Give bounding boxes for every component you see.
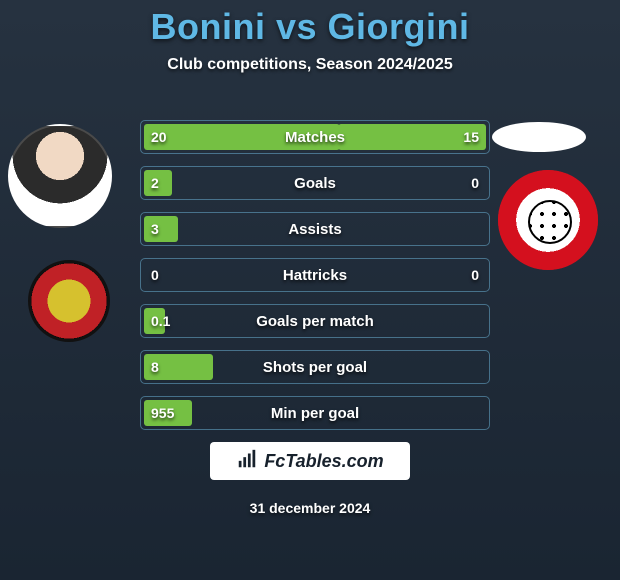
stat-row: Goals 2 0 [140,166,490,200]
page-title: Bonini vs Giorgini [0,6,620,48]
stat-value-left: 8 [151,359,159,375]
stat-value-right: 0 [471,267,479,283]
stat-value-right: 15 [463,129,479,145]
stat-value-left: 20 [151,129,167,145]
chart-bars-icon [236,448,258,475]
brand-badge: FcTables.com [210,442,410,480]
brand-text: FcTables.com [264,451,383,472]
stat-label: Goals [294,175,336,192]
stat-value-left: 3 [151,221,159,237]
player-left-avatar [8,124,112,228]
stat-label: Assists [288,221,341,238]
comparison-table: Matches2015Goals20Assists3Hattricks00Goa… [140,120,490,442]
stat-bar-left [144,216,178,242]
stat-value-left: 2 [151,175,159,191]
stat-row: Assists 3 [140,212,490,246]
club-left-badge [28,260,110,342]
stat-value-right: 0 [471,175,479,191]
club-right-badge [498,170,598,270]
stat-row: Matches 20 15 [140,120,490,154]
player-right-avatar [492,122,586,152]
stat-row: Goals per match 0.1 [140,304,490,338]
stat-label: Min per goal [271,405,359,422]
stat-row: Min per goal 955 [140,396,490,430]
stat-row: Shots per goal 8 [140,350,490,384]
stat-value-left: 0.1 [151,313,170,329]
page-subtitle: Club competitions, Season 2024/2025 [0,56,620,74]
stat-label: Matches [285,129,345,146]
stat-value-left: 955 [151,405,174,421]
stat-label: Goals per match [256,313,374,330]
stat-label: Hattricks [283,267,347,284]
stat-row: Hattricks 0 0 [140,258,490,292]
stat-label: Shots per goal [263,359,367,376]
stat-value-left: 0 [151,267,159,283]
header: Bonini vs Giorgini Club competitions, Se… [0,0,620,74]
footer-date: 31 december 2024 [0,500,620,516]
